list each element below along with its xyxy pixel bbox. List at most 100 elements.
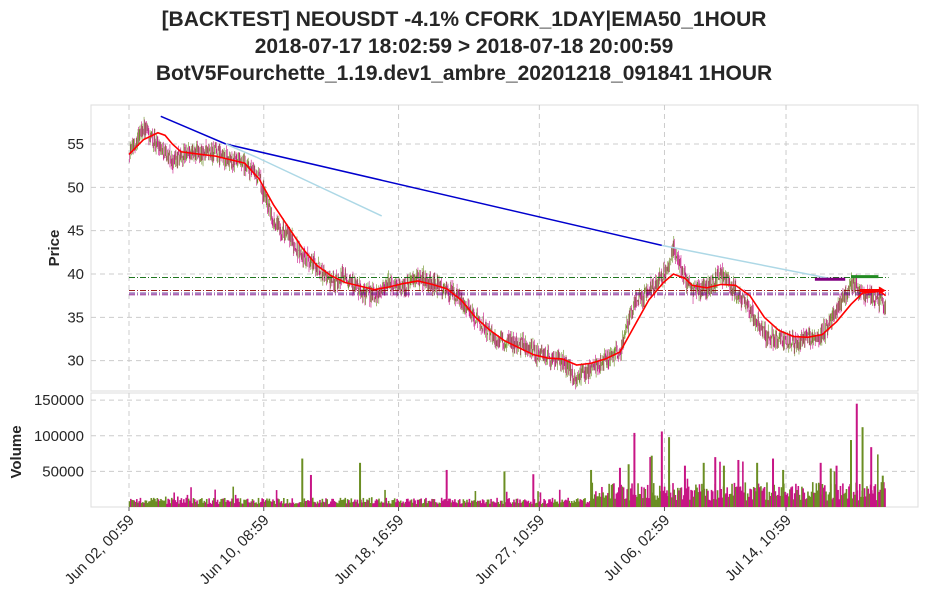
volume-bar <box>160 498 162 507</box>
volume-bar <box>149 501 151 507</box>
volume-bar <box>455 502 457 507</box>
volume-bar <box>334 501 337 507</box>
volume-bar <box>552 502 555 507</box>
volume-bar <box>760 486 762 507</box>
volume-bar <box>317 503 320 507</box>
volume-bar <box>626 489 629 507</box>
volume-bar <box>757 483 760 507</box>
volume-bar <box>440 497 443 507</box>
volume-bar <box>325 498 327 507</box>
volume-bar <box>814 492 816 507</box>
volume-bar <box>780 487 783 507</box>
volume-bar <box>385 497 388 507</box>
volume-bar <box>433 499 436 507</box>
volume-bar <box>637 483 639 507</box>
volume-bar <box>432 499 435 507</box>
volume-bar <box>521 501 524 507</box>
volume-bar <box>215 501 218 507</box>
volume-bar <box>222 498 225 507</box>
volume-bar <box>705 488 708 507</box>
volume-bar <box>242 503 244 507</box>
volume-bar <box>293 503 296 507</box>
volume-bar <box>315 503 318 507</box>
volume-bar <box>296 503 298 507</box>
volume-bar <box>649 457 651 507</box>
volume-bar <box>520 502 522 507</box>
volume-bar <box>154 498 156 507</box>
volume-bar <box>670 497 673 507</box>
volume-bar <box>792 499 795 507</box>
volume-bar <box>525 500 527 507</box>
volume-bar <box>419 499 421 507</box>
volume-spike-bar <box>359 462 362 507</box>
volume-bar <box>513 499 515 507</box>
volume-bar <box>752 486 755 507</box>
volume-bar <box>469 502 472 507</box>
volume-bar <box>134 501 137 507</box>
volume-bar <box>256 503 259 507</box>
volume-bar <box>407 498 409 507</box>
price-tick-label: 30 <box>67 353 84 370</box>
volume-bar <box>825 491 827 507</box>
volume-bar <box>483 500 485 507</box>
volume-bar <box>164 496 167 507</box>
volume-spike-bar <box>819 462 822 507</box>
volume-bar <box>238 501 241 507</box>
volume-spike-bar <box>668 437 671 507</box>
volume-bar <box>466 499 468 507</box>
volume-bar <box>195 501 197 507</box>
volume-bar <box>502 503 504 507</box>
volume-bar <box>227 500 230 507</box>
price-tick-label: 50 <box>67 179 84 196</box>
volume-bar <box>139 497 142 507</box>
volume-bar <box>489 503 491 507</box>
volume-bar <box>340 500 343 507</box>
volume-bar <box>872 493 874 507</box>
volume-bar <box>797 486 800 507</box>
volume-bar <box>761 490 763 507</box>
volume-bar <box>826 500 829 507</box>
volume-bar <box>679 487 682 507</box>
volume-bar <box>146 502 149 507</box>
volume-bar <box>405 498 408 507</box>
volume-bar <box>742 461 744 507</box>
volume-bar <box>652 483 655 507</box>
volume-bar <box>470 500 473 507</box>
volume-bar <box>454 499 456 507</box>
volume-bar <box>608 483 610 507</box>
volume-bar <box>273 500 275 507</box>
volume-bar <box>209 502 212 507</box>
volume-bar <box>321 498 324 507</box>
volume-bar <box>186 494 189 507</box>
volume-bar <box>311 497 314 507</box>
volume-bar <box>615 493 618 507</box>
volume-bar <box>798 494 801 507</box>
volume-bar <box>381 502 384 507</box>
volume-bar <box>178 503 180 507</box>
volume-bar <box>323 502 326 507</box>
trend-line <box>661 244 830 280</box>
volume-spike-bar <box>737 459 740 507</box>
volume-bar <box>137 502 139 507</box>
volume-bar <box>868 493 871 507</box>
volume-bar <box>292 502 295 507</box>
volume-bar <box>467 502 469 507</box>
volume-bar <box>745 500 748 507</box>
volume-bar <box>692 496 695 507</box>
volume-bar <box>602 492 604 507</box>
volume-bar <box>363 501 366 507</box>
volume-bar <box>754 487 756 507</box>
volume-bar <box>332 498 335 507</box>
volume-bar <box>640 486 643 507</box>
volume-bar <box>710 489 713 507</box>
volume-bar <box>844 492 847 507</box>
volume-bar <box>305 500 308 507</box>
volume-spike-bar <box>683 465 686 507</box>
volume-bar <box>339 497 342 507</box>
volume-bar <box>414 500 416 507</box>
volume-bar <box>416 499 419 507</box>
volume-bar <box>468 498 471 507</box>
volume-bar <box>128 501 131 507</box>
volume-bar <box>839 485 842 507</box>
volume-bar <box>643 487 645 507</box>
